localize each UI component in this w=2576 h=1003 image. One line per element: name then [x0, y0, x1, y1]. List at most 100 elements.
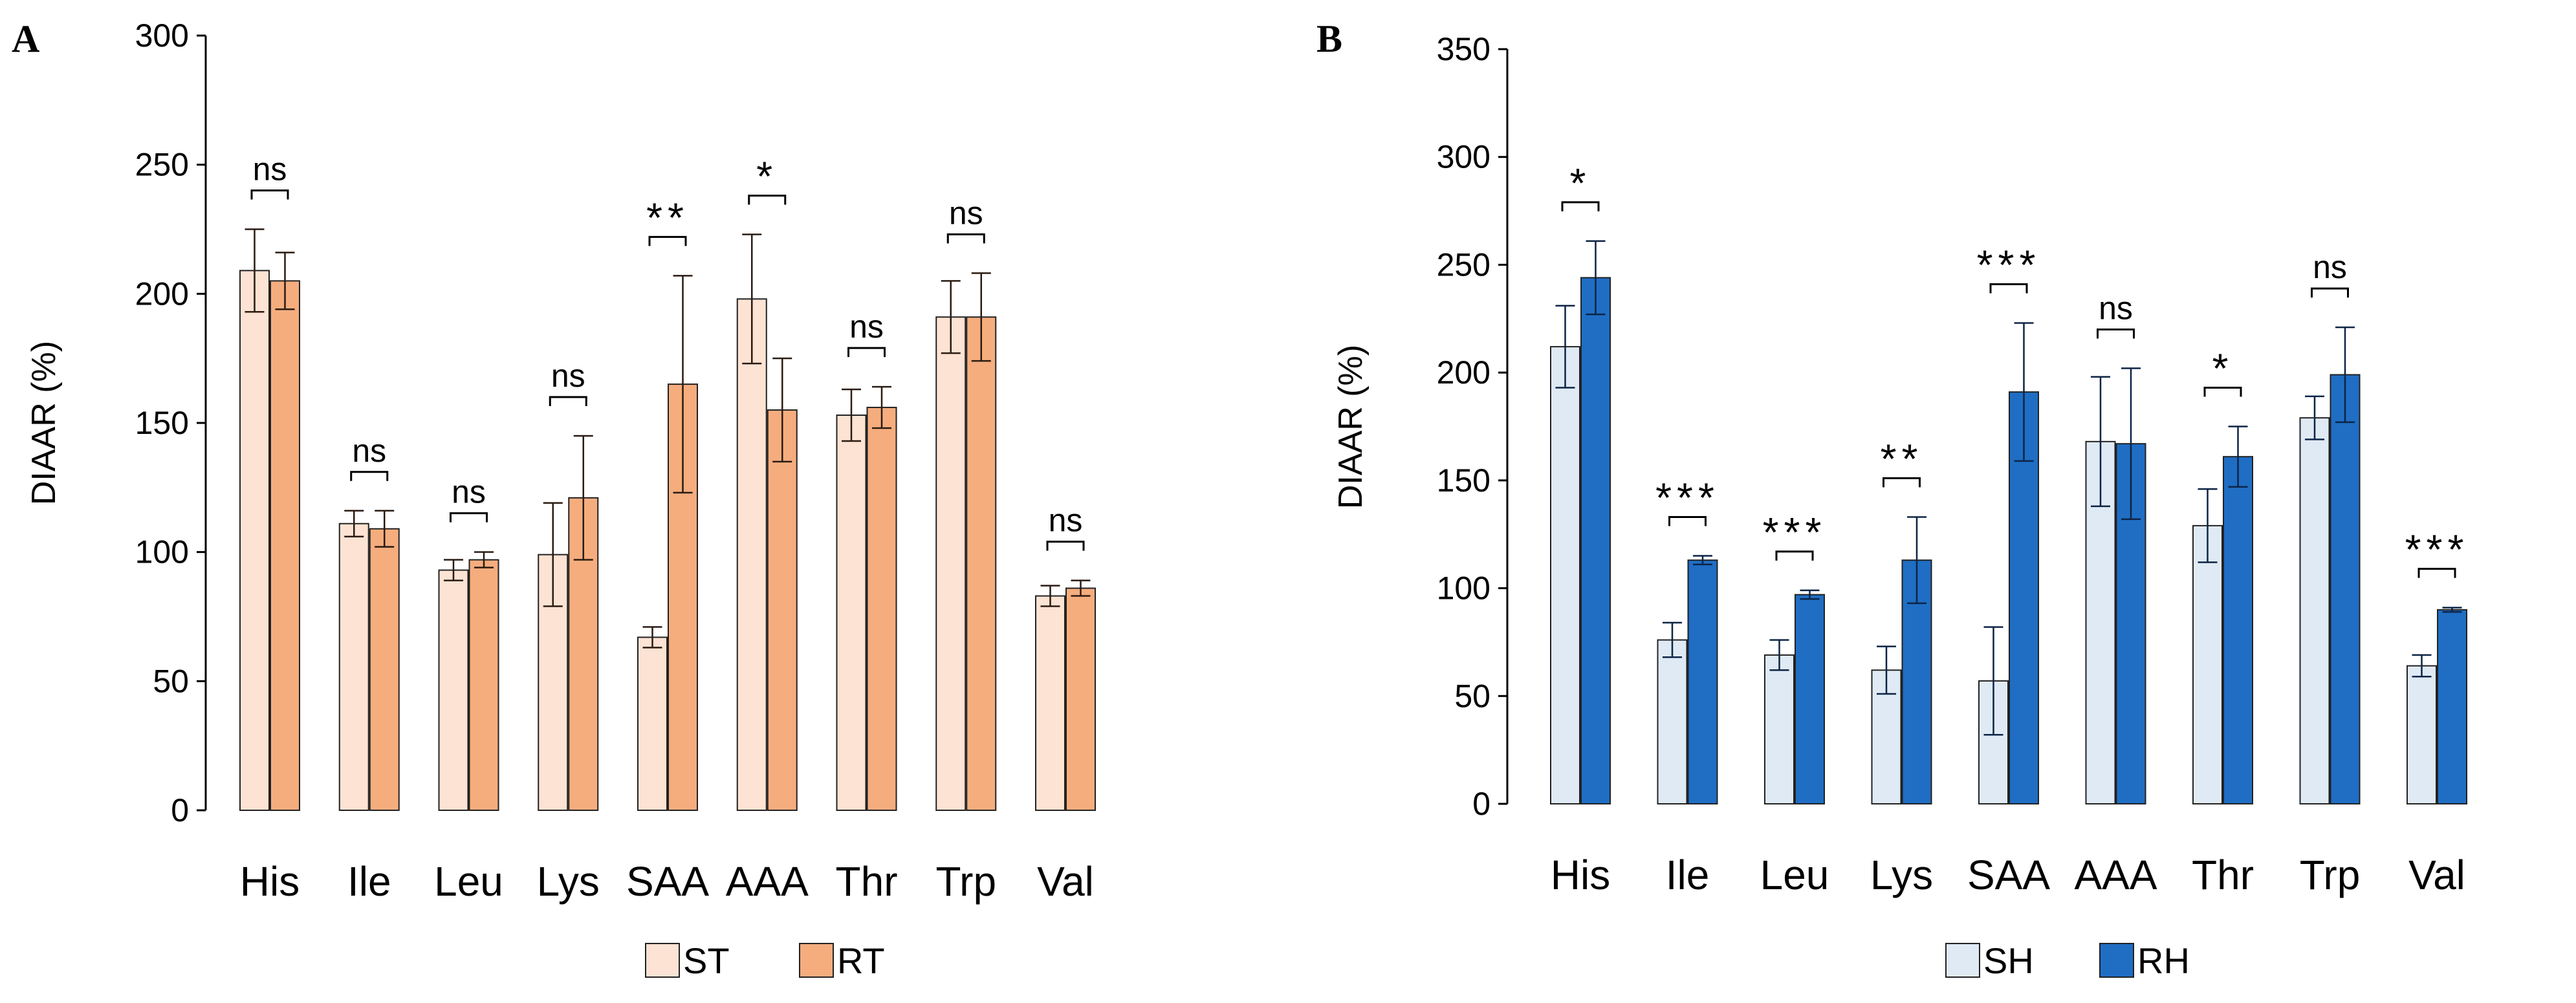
significance-bracket — [1883, 477, 1921, 488]
bar-st-his — [239, 270, 270, 812]
significance-bracket — [648, 235, 687, 246]
bar-rt-thr — [866, 407, 897, 811]
significance-label: *** — [1977, 241, 2041, 288]
significance-label: *** — [1655, 475, 1719, 521]
y-tick-label: 0 — [1472, 786, 1490, 822]
significance-label: * — [1570, 160, 1591, 206]
bar-sh-thr — [2192, 524, 2223, 804]
x-tick-label-trp: Trp — [2300, 852, 2361, 898]
y-tick-label: 150 — [135, 405, 189, 441]
legend-swatch-rh — [2099, 943, 2134, 978]
legend-label-sh: SH — [1983, 940, 2034, 981]
significance-bracket — [250, 189, 289, 200]
x-tick-label-ile: Ile — [347, 858, 391, 905]
legend-label-rt: RT — [837, 940, 885, 981]
x-tick-label-val: Val — [1037, 858, 1094, 905]
y-tick-label: 50 — [1454, 678, 1490, 714]
significance-label: * — [756, 153, 778, 199]
significance-bracket — [1668, 516, 1707, 526]
significance-bracket — [2418, 568, 2456, 578]
y-tick-label: 350 — [1437, 31, 1490, 67]
y-tick-label: 150 — [1437, 462, 1490, 499]
significance-label: ns — [2313, 249, 2347, 285]
significance-bracket — [1989, 283, 2028, 294]
bar-st-val — [1035, 595, 1065, 811]
y-tick-label: 100 — [1437, 570, 1490, 607]
y-tick-label: 200 — [135, 275, 189, 312]
legend-label-rh: RH — [2137, 940, 2190, 981]
bar-sh-his — [1550, 346, 1580, 804]
significance-label: ns — [2099, 290, 2133, 326]
significance-label: * — [2212, 345, 2234, 392]
bar-rh-val — [2437, 609, 2467, 805]
y-tick-label: 100 — [135, 534, 189, 570]
panel-label: A — [12, 17, 39, 60]
x-tick-label-aaa: AAA — [2074, 852, 2157, 898]
bar-st-aaa — [736, 298, 767, 811]
bar-rt-trp — [966, 316, 997, 812]
significance-bracket — [946, 233, 985, 244]
bar-sh-ile — [1657, 639, 1688, 805]
y-tick-label: 300 — [135, 17, 189, 54]
significance-label: ** — [646, 194, 689, 241]
bar-st-saa — [637, 636, 668, 811]
panel-label: B — [1316, 17, 1342, 60]
legend-swatch-sh — [1945, 943, 1980, 978]
bar-sh-val — [2407, 665, 2437, 804]
panel-a: A DIAAR (%) 0 50 100 150 200 250 300 ns His ns Ile ns… — [12, 17, 1096, 981]
bar-sh-leu — [1764, 654, 1795, 804]
x-tick-label-lys: Lys — [537, 858, 600, 905]
significance-label: ns — [452, 474, 486, 510]
x-tick-label-ile: Ile — [1666, 852, 1710, 898]
bar-rt-ile — [369, 528, 400, 812]
x-tick-label-leu: Leu — [434, 858, 503, 905]
significance-label: ns — [253, 151, 287, 188]
x-tick-label-leu: Leu — [1760, 852, 1829, 898]
y-tick-label: 250 — [135, 147, 189, 183]
x-tick-label-thr: Thr — [2192, 852, 2254, 898]
y-tick-label: 300 — [1437, 139, 1490, 175]
significance-bracket — [1046, 541, 1085, 551]
significance-bracket — [748, 194, 787, 205]
legend-swatch-rt — [799, 943, 834, 978]
significance-label: *** — [1763, 509, 1827, 555]
x-tick-label-aaa: AAA — [726, 858, 809, 905]
y-axis-title: DIAAR (%) — [1332, 345, 1370, 509]
legend-label-st: ST — [683, 940, 730, 981]
x-tick-label-saa: SAA — [1967, 852, 2050, 898]
x-tick-label-his: His — [240, 858, 300, 905]
bar-rt-val — [1065, 587, 1096, 811]
x-tick-label-lys: Lys — [1870, 852, 1933, 898]
bar-st-thr — [836, 415, 867, 811]
bar-rh-ile — [1687, 559, 1718, 804]
significance-label: ns — [949, 195, 983, 231]
significance-label: ns — [551, 358, 585, 394]
significance-bracket — [2097, 328, 2135, 339]
significance-label: ** — [1881, 436, 1923, 482]
significance-bracket — [1775, 550, 1814, 561]
y-tick-label: 200 — [1437, 354, 1490, 391]
y-axis-title: DIAAR (%) — [25, 341, 63, 505]
significance-label: ns — [1049, 502, 1083, 539]
x-tick-label-his: His — [1551, 852, 1610, 898]
bar-rh-trp — [2330, 374, 2361, 804]
significance-bracket — [2311, 287, 2349, 298]
significance-bracket — [350, 471, 389, 481]
x-tick-label-trp: Trp — [935, 858, 996, 905]
bar-rh-leu — [1795, 594, 1825, 804]
bar-rt-his — [270, 280, 300, 812]
bar-sh-trp — [2299, 417, 2330, 804]
significance-bracket — [847, 347, 886, 358]
x-tick-label-val: Val — [2408, 852, 2465, 898]
bar-rh-his — [1580, 277, 1611, 805]
y-tick-label: 250 — [1437, 246, 1490, 283]
bar-rt-aaa — [767, 409, 798, 811]
bar-rh-thr — [2223, 456, 2253, 804]
significance-bracket — [549, 396, 587, 406]
significance-label: ns — [352, 433, 386, 469]
legend-swatch-st — [645, 943, 680, 978]
y-tick-label: 50 — [153, 663, 189, 699]
